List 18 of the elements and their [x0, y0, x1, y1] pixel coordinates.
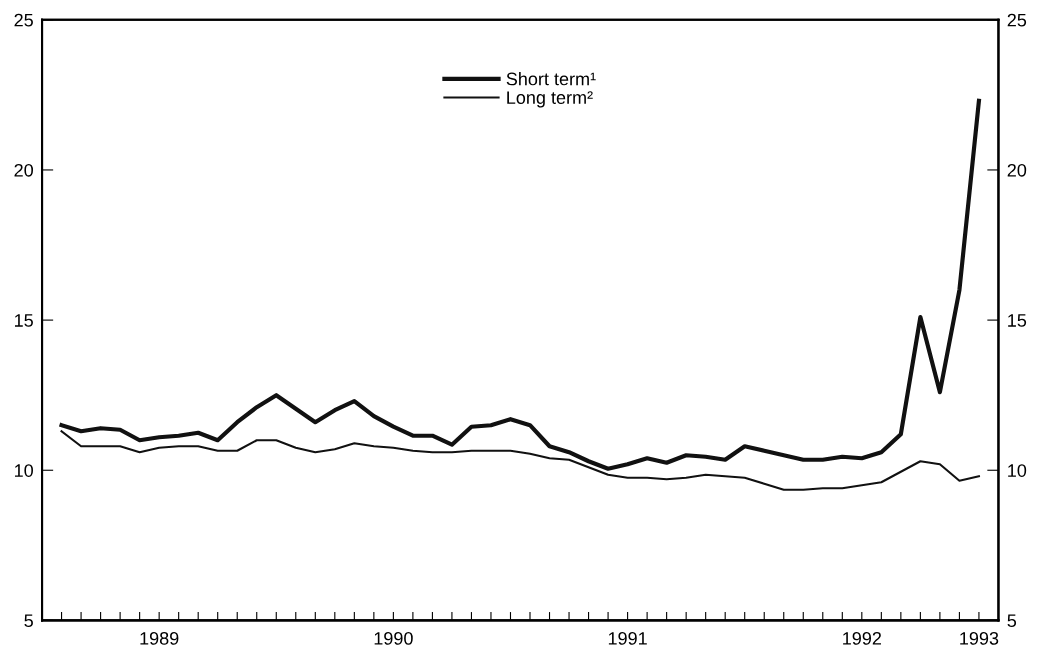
legend-label: Long term² — [507, 91, 593, 108]
y2-tick-label: 15 — [1008, 314, 1027, 327]
y2-tick-label: 20 — [1007, 163, 1027, 177]
y-tick-label: 20 — [14, 163, 33, 177]
x-tick-label: 1992 — [843, 631, 881, 645]
line-series — [60, 430, 980, 491]
x-tick-label: 1990 — [374, 631, 413, 645]
y-tick-label: 15 — [15, 314, 33, 327]
x-tick-label: 1989 — [140, 631, 179, 645]
y-tick-label: 25 — [14, 13, 33, 27]
y-tick-label: 5 — [24, 614, 33, 628]
y2-tick-label: 10 — [1008, 464, 1027, 477]
legend-label: Short term¹ — [506, 72, 596, 86]
y2-tick-label: 5 — [1007, 614, 1017, 628]
x-tick-label: 1991 — [608, 631, 647, 645]
y-tick-label: 10 — [15, 464, 33, 477]
y2-tick-label: 25 — [1007, 13, 1027, 27]
x-tick-label: 1993 — [960, 631, 999, 645]
